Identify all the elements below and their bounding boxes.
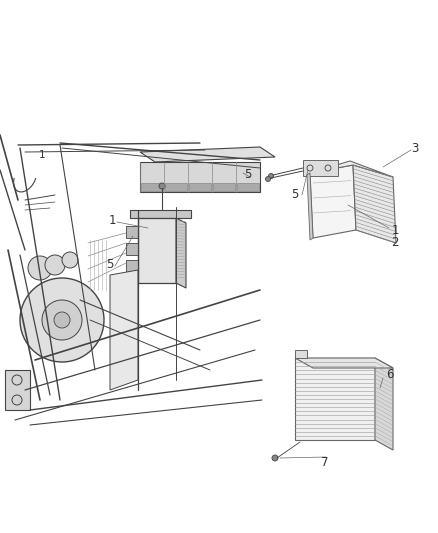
Bar [213,183,235,191]
Polygon shape [110,270,138,390]
Circle shape [159,183,165,189]
Bar [126,243,138,255]
Text: 7: 7 [321,456,329,469]
Bar [303,160,338,176]
Polygon shape [140,147,275,162]
Text: 3: 3 [411,141,419,155]
Circle shape [54,312,70,328]
Bar [295,358,375,440]
Polygon shape [176,218,186,288]
Polygon shape [310,161,393,177]
Bar [237,183,259,191]
Polygon shape [375,358,393,450]
Bar [126,226,138,238]
Text: 2: 2 [391,237,399,249]
Bar [140,162,260,192]
Polygon shape [307,173,313,240]
Polygon shape [130,210,191,218]
Circle shape [45,255,65,275]
Text: 1: 1 [391,223,399,237]
Text: 1: 1 [108,214,116,227]
Bar [138,218,176,283]
Bar [189,183,211,191]
Bar [5,370,30,410]
Text: 1: 1 [39,150,45,160]
Circle shape [268,174,273,179]
Circle shape [42,300,82,340]
Bar [295,350,307,358]
Text: 6: 6 [386,368,394,382]
Text: 5: 5 [291,189,299,201]
Circle shape [20,278,104,362]
Bar [126,260,138,272]
Polygon shape [310,165,356,238]
Circle shape [272,455,278,461]
Text: 5: 5 [244,168,252,182]
Bar [141,183,163,191]
Circle shape [28,256,52,280]
Polygon shape [295,358,393,368]
Text: 5: 5 [106,259,114,271]
Polygon shape [353,165,396,243]
Circle shape [62,252,78,268]
Circle shape [265,176,271,182]
Bar [165,183,187,191]
